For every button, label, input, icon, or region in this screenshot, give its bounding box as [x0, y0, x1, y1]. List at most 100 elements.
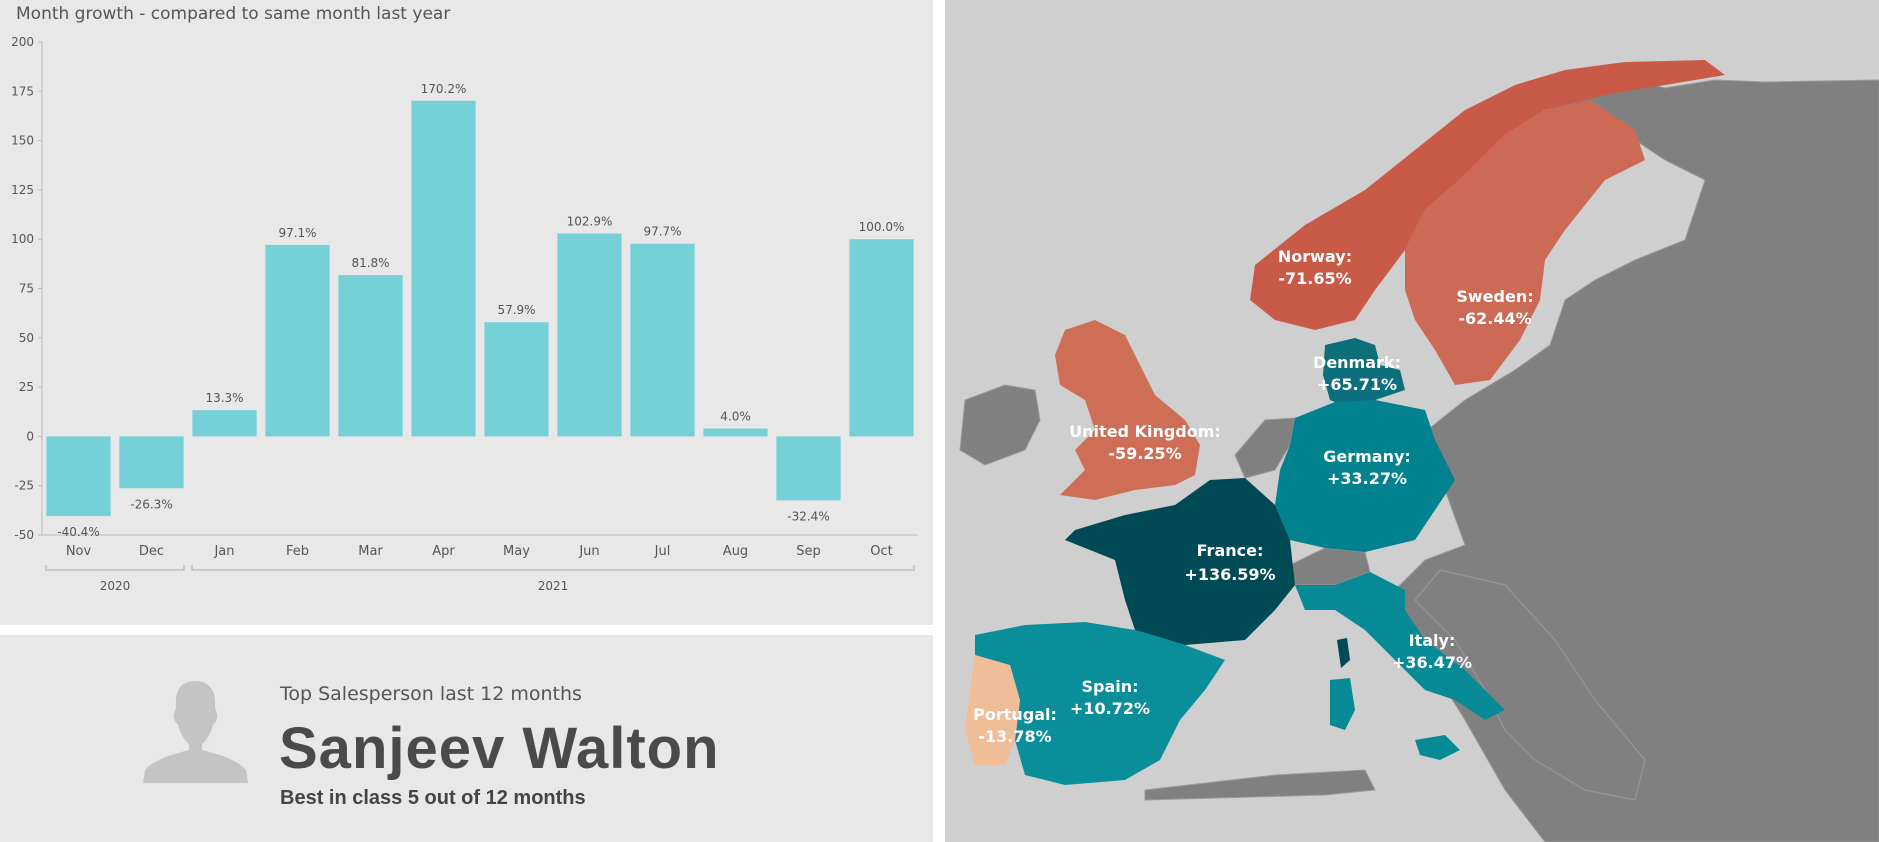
france-shape — [1065, 478, 1295, 645]
map-label-portugal: Portugal: -13.78% — [973, 705, 1057, 746]
svg-text:+10.72%: +10.72% — [1070, 699, 1150, 718]
bar-may — [484, 322, 549, 437]
balkans-landmass — [1414, 569, 1646, 801]
growth-bar-chart: 200 175 150 125 100 75 50 25 0 -25 -50 -40.4% Nov -26… — [11, 35, 918, 593]
data-label: -26.3% — [130, 497, 172, 511]
bar-dec — [119, 436, 184, 489]
data-label: 97.7% — [643, 225, 681, 239]
svg-text:France:: France: — [1197, 541, 1264, 560]
data-label: 102.9% — [567, 214, 613, 228]
data-label: -40.4% — [57, 525, 99, 539]
data-label: 57.9% — [497, 303, 535, 317]
y-tick-label: 50 — [19, 331, 34, 345]
y-tick-label: 100 — [11, 232, 34, 246]
spain-shape — [975, 622, 1225, 785]
bar-nov — [46, 436, 111, 517]
map-label-uk: United Kingdom: -59.25% — [1069, 422, 1221, 463]
map-label-norway: Norway: -71.65% — [1278, 247, 1352, 288]
denmark-shape — [1323, 338, 1405, 410]
group-label: 2021 — [538, 579, 569, 593]
y-tick-label: 25 — [19, 380, 34, 394]
chart-title: Month growth - compared to same month la… — [16, 4, 451, 24]
svg-text:-13.78%: -13.78% — [978, 727, 1051, 746]
germany-shape — [1275, 400, 1455, 552]
y-tick-label: 125 — [11, 183, 34, 197]
portugal-shape — [965, 655, 1020, 765]
bar-sep — [776, 436, 841, 501]
x-tick-label: Oct — [870, 544, 892, 559]
svg-text:Italy:: Italy: — [1409, 631, 1456, 650]
data-label: 100.0% — [859, 220, 905, 234]
map-label-germany: Germany: +33.27% — [1323, 447, 1411, 488]
x-tick-label: Jan — [213, 544, 234, 559]
svg-text:-62.44%: -62.44% — [1458, 309, 1531, 328]
svg-text:United Kingdom:: United Kingdom: — [1069, 422, 1221, 441]
x-tick-label: Dec — [139, 544, 164, 559]
sweden-shape — [1405, 100, 1645, 385]
corsica-shape — [1337, 638, 1350, 668]
x-tick-label: Feb — [286, 544, 309, 559]
europe-growth-map: Norway: -71.65% Sweden: -62.44% Denmark:… — [945, 0, 1879, 842]
data-label: 97.1% — [278, 226, 316, 240]
growth-chart-panel: Month growth - compared to same month la… — [0, 0, 933, 625]
group-bracket — [45, 565, 185, 571]
data-label: 81.8% — [351, 256, 389, 270]
bar-oct — [849, 239, 914, 437]
x-tick-label: Aug — [723, 544, 748, 559]
y-tick-label: -50 — [14, 528, 34, 542]
map-label-italy: Italy: +36.47% — [1392, 631, 1472, 672]
x-tick-label: Sep — [796, 544, 821, 559]
data-label: 4.0% — [720, 410, 751, 424]
svg-text:+36.47%: +36.47% — [1392, 653, 1472, 672]
top-salesperson-name: Sanjeev Walton — [279, 716, 720, 781]
bar-jan — [192, 410, 257, 437]
europe-map: Norway: -71.65% Sweden: -62.44% Denmark:… — [959, 60, 1879, 842]
map-label-france: France: +136.59% — [1184, 541, 1275, 584]
ireland-landmass — [959, 384, 1041, 466]
x-tick-label: Apr — [432, 544, 455, 559]
y-tick-label: 0 — [26, 429, 34, 443]
x-tick-label: Mar — [358, 544, 383, 559]
svg-text:+65.71%: +65.71% — [1317, 375, 1397, 394]
italy-shape — [1295, 572, 1505, 720]
person-silhouette-icon — [143, 681, 248, 783]
svg-text:-59.25%: -59.25% — [1108, 444, 1181, 463]
map-label-spain: Spain: +10.72% — [1070, 677, 1150, 718]
y-tick-label: 150 — [11, 134, 34, 148]
top-salesperson-subtitle: Best in class 5 out of 12 months — [280, 787, 586, 809]
svg-text:Spain:: Spain: — [1081, 677, 1138, 696]
y-tick-label: 75 — [19, 282, 34, 296]
svg-text:Denmark:: Denmark: — [1313, 353, 1401, 372]
bar-mar — [338, 275, 403, 437]
svg-text:+136.59%: +136.59% — [1184, 565, 1275, 584]
map-label-denmark: Denmark: +65.71% — [1313, 353, 1401, 394]
group-label: 2020 — [100, 579, 131, 593]
sardinia-shape — [1330, 678, 1355, 730]
y-tick-label: -25 — [14, 479, 34, 493]
group-bracket — [191, 565, 915, 571]
bar-jul — [630, 243, 695, 437]
x-tick-label: Jul — [654, 544, 671, 559]
map-label-sweden: Sweden: -62.44% — [1456, 287, 1533, 328]
x-tick-label: Jun — [578, 544, 599, 559]
data-label: 13.3% — [205, 391, 243, 405]
x-tick-label: May — [503, 544, 530, 559]
top-salesperson-card: Top Salesperson last 12 months Sanjeev W… — [0, 635, 933, 842]
uk-shape — [1055, 320, 1200, 500]
norway-shape — [1250, 60, 1725, 330]
svg-text:+33.27%: +33.27% — [1327, 469, 1407, 488]
bar-apr — [411, 100, 476, 437]
y-tick-label: 175 — [11, 84, 34, 98]
svg-text:Portugal:: Portugal: — [973, 705, 1057, 724]
data-label: 170.2% — [421, 82, 467, 96]
bar-aug — [703, 428, 768, 437]
top-salesperson-label: Top Salesperson last 12 months — [280, 683, 582, 705]
svg-text:Sweden:: Sweden: — [1456, 287, 1533, 306]
svg-text:Norway:: Norway: — [1278, 247, 1352, 266]
north-africa-landmass — [1144, 769, 1376, 801]
other-countries — [959, 77, 1879, 842]
sicily-shape — [1415, 735, 1460, 760]
svg-text:-71.65%: -71.65% — [1278, 269, 1351, 288]
bar-jun — [557, 233, 622, 437]
svg-text:Germany:: Germany: — [1323, 447, 1411, 466]
